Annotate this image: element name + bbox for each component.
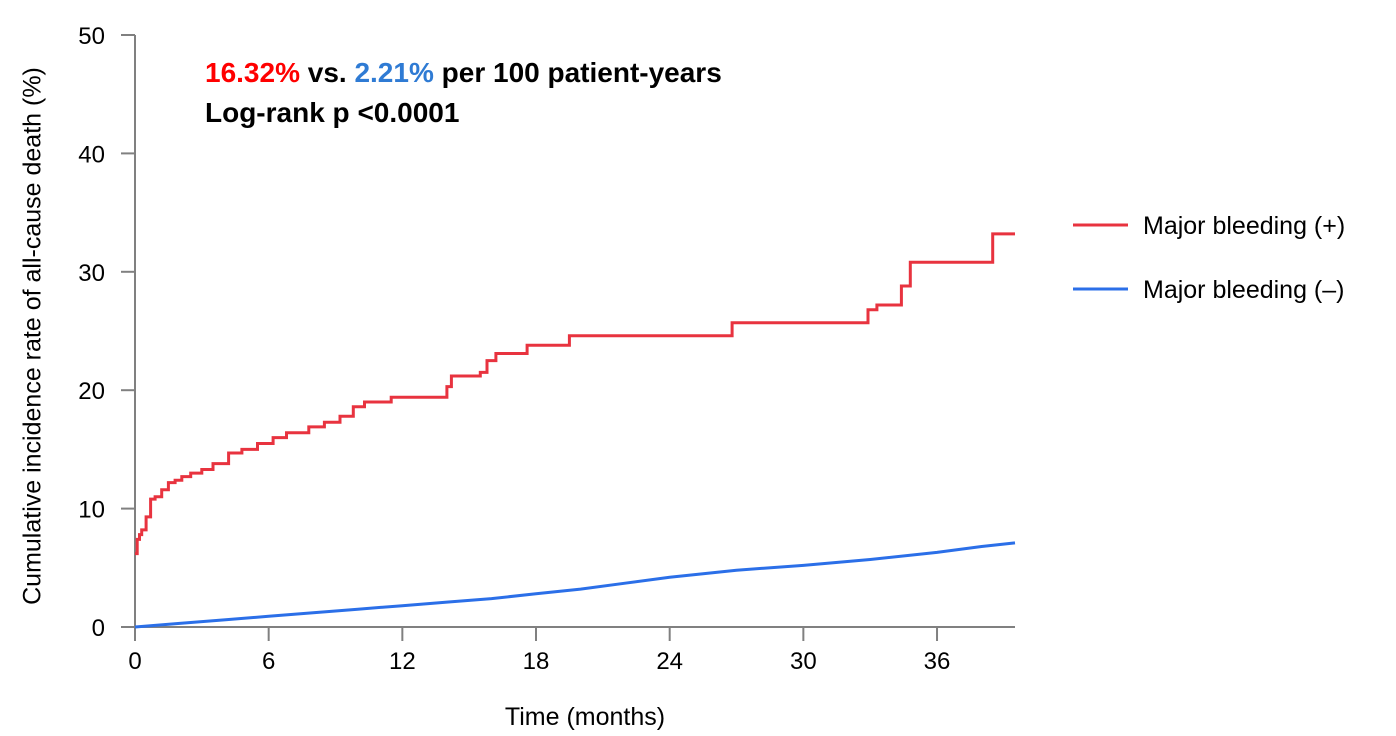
x-tick-label-18: 18: [523, 648, 550, 675]
y-ticks: 0 10 20 30 40 50: [78, 23, 135, 642]
annotation-vs: vs.: [300, 57, 354, 88]
series-layer: [134, 232, 1016, 629]
y-tick-label-0: 0: [92, 615, 105, 642]
y-tick-label-40: 40: [78, 141, 105, 168]
legend-item-bleeding-plus: Major bleeding (+): [1073, 212, 1345, 240]
annotation-rate-plus: 16.32%: [205, 57, 300, 88]
x-tick-label-0: 0: [128, 648, 141, 675]
legend-item-bleeding-minus: Major bleeding (–): [1073, 276, 1345, 304]
annotation-suffix: per 100 patient-years: [434, 57, 722, 88]
series-line-bleeding-minus: [134, 541, 1016, 629]
x-tick-label-6: 6: [262, 648, 275, 675]
x-axis-title: Time (months): [505, 703, 665, 731]
annotation-rate-minus: 2.21%: [354, 57, 433, 88]
y-tick-label-20: 20: [78, 378, 105, 405]
legend: Major bleeding (+) Major bleeding (–): [1073, 212, 1345, 304]
x-tick-label-24: 24: [656, 648, 683, 675]
x-tick-label-30: 30: [790, 648, 817, 675]
x-tick-label-36: 36: [924, 648, 951, 675]
annotation-rates: 16.32% vs. 2.21% per 100 patient-years: [205, 57, 722, 88]
y-tick-label-30: 30: [78, 260, 105, 287]
x-tick-label-12: 12: [389, 648, 416, 675]
legend-label-bleeding-plus: Major bleeding (+): [1143, 212, 1345, 240]
y-tick-label-10: 10: [78, 497, 105, 524]
y-tick-label-50: 50: [78, 23, 105, 50]
axes: [134, 35, 1015, 628]
y-axis-title: Cumulative incidence rate of all-cause d…: [19, 67, 47, 605]
series-line-bleeding-plus: [135, 232, 1015, 556]
annotation-logrank: Log-rank p <0.0001: [205, 97, 459, 128]
legend-label-bleeding-minus: Major bleeding (–): [1143, 276, 1345, 304]
x-ticks: 0 6 12 18 24 30 36: [128, 627, 950, 675]
